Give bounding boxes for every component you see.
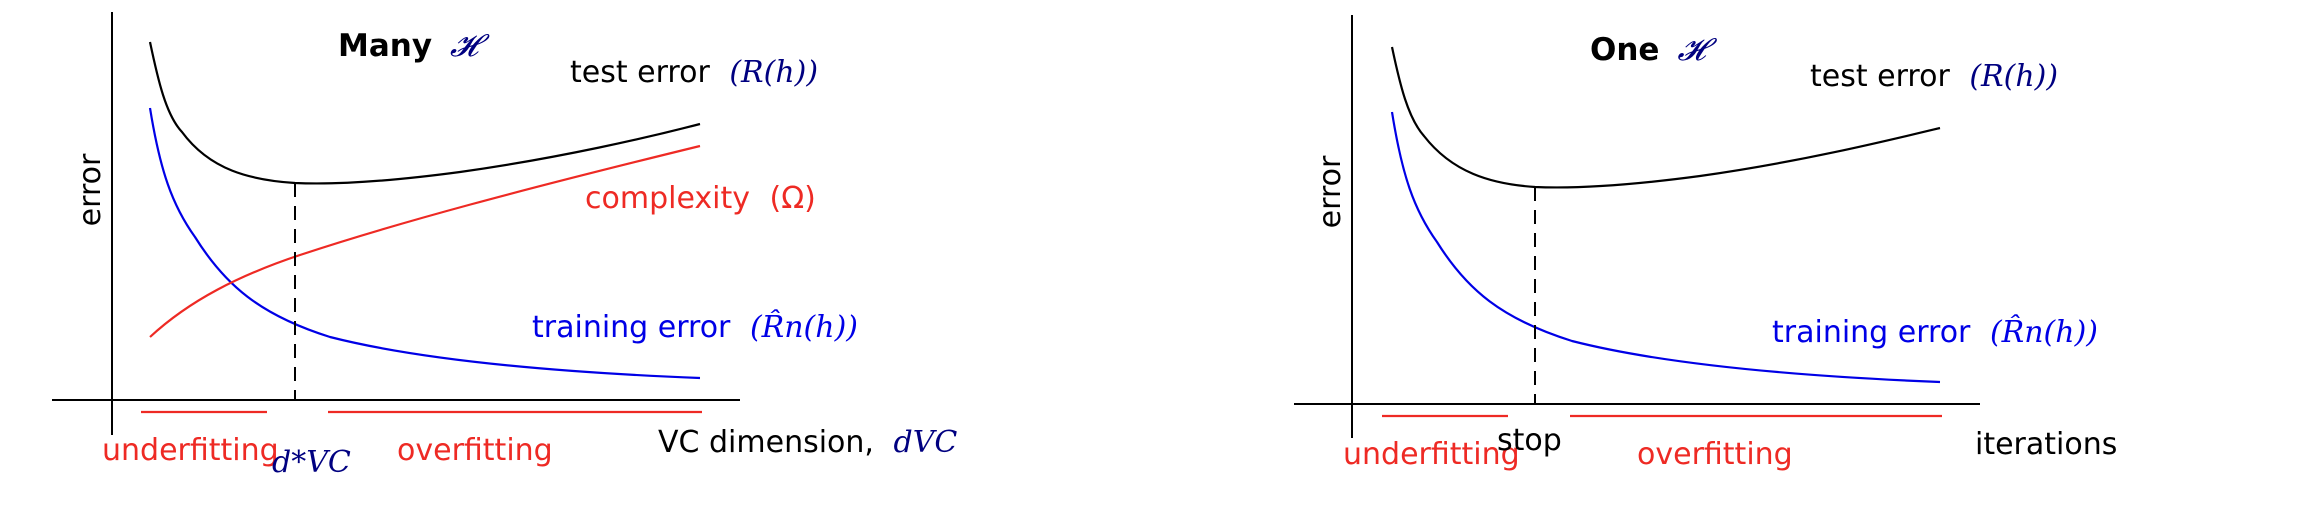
test-error-curve (148, 41, 701, 185)
title-text: Many (338, 28, 432, 64)
test-error-text: test error (570, 55, 710, 90)
test-error-label: test error (R(h)) (570, 55, 818, 90)
title-math: 𝓗 (450, 28, 490, 64)
panel-title: One 𝓗 (1590, 32, 1717, 68)
panel-one-h: One 𝓗 error test error (R(h)) training e… (1294, 15, 2117, 472)
underfitting-label: underfitting (102, 433, 279, 468)
x-axis-label: VC dimension, dVC (658, 425, 957, 460)
x-axis-label: iterations (1975, 427, 2117, 462)
training-error-text: training error (532, 310, 731, 345)
test-error-math: (R(h)) (729, 55, 818, 90)
complexity-text: complexity (585, 181, 750, 216)
training-error-label: training error (R̂n(h)) (1772, 315, 2098, 350)
training-error-curve (1390, 111, 1941, 384)
panel-title: Many 𝓗 (338, 28, 490, 64)
complexity-math: (Ω) (770, 181, 816, 216)
test-error-label: test error (R(h)) (1810, 59, 2058, 94)
complexity-curve (149, 144, 701, 338)
overfitting-label: overfitting (397, 433, 553, 468)
training-error-curve (148, 107, 701, 380)
training-error-math: (R̂n(h)) (1990, 315, 2098, 350)
training-error-label: training error (R̂n(h)) (532, 310, 858, 345)
panel-many-h: Many 𝓗 error test error (R(h)) complexit… (52, 12, 957, 480)
training-error-text: training error (1772, 315, 1971, 350)
overfitting-label: overfitting (1637, 437, 1793, 472)
test-error-math: (R(h)) (1969, 59, 2058, 94)
stop-marker-label: stop (1497, 423, 1562, 458)
y-axis-label: error (73, 153, 108, 226)
x-axis-math: dVC (894, 425, 958, 460)
x-axis-text: VC dimension, (658, 425, 874, 460)
test-error-curve (1390, 46, 1941, 189)
test-error-text: test error (1810, 59, 1950, 94)
title-text: One (1590, 32, 1659, 68)
title-math: 𝓗 (1677, 32, 1717, 68)
y-axis-label: error (1313, 155, 1348, 228)
complexity-label: complexity (Ω) (585, 181, 816, 216)
training-error-math: (R̂n(h)) (750, 310, 858, 345)
underfitting-label: underfitting (1343, 437, 1520, 472)
optimum-marker-label: d*VC (272, 445, 351, 480)
